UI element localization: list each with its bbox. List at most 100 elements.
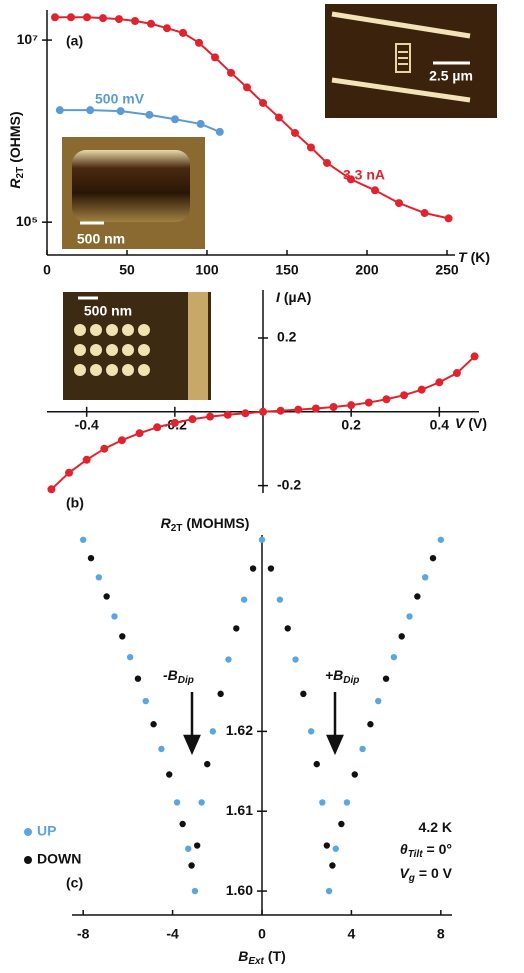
data-point: [241, 596, 247, 602]
data-point: [292, 656, 298, 662]
data-point: [195, 39, 203, 47]
y-tick-label: -0.2: [277, 476, 301, 492]
data-point: [259, 99, 267, 107]
data-point: [277, 407, 285, 415]
data-point: [86, 106, 94, 114]
data-point: [118, 436, 126, 444]
data-point: [399, 633, 405, 639]
annotation: 4.2 K: [419, 819, 452, 835]
data-point: [352, 771, 358, 777]
data-point: [323, 159, 331, 167]
data-point: [188, 415, 196, 423]
data-point: [430, 555, 436, 561]
x-tick-label: -4: [166, 926, 179, 942]
series-label: 3.3 nA: [343, 167, 385, 183]
data-point: [435, 378, 443, 386]
x-tick-label: 250: [435, 262, 459, 278]
data-point: [365, 399, 373, 407]
data-point: [179, 29, 187, 37]
series-line: [60, 110, 220, 132]
data-point: [158, 746, 164, 752]
data-point: [192, 888, 198, 894]
data-point: [145, 111, 153, 119]
data-point: [83, 456, 91, 464]
data-point: [445, 214, 453, 222]
data-point: [47, 485, 55, 493]
data-point: [103, 593, 109, 599]
x-axis-label: V(V): [455, 415, 487, 431]
panel-label: (b): [66, 495, 84, 511]
data-point: [171, 115, 179, 123]
data-point: [308, 728, 314, 734]
data-point: [88, 555, 94, 561]
x-tick-label: 8: [437, 926, 445, 942]
data-point: [56, 106, 64, 114]
data-point: [421, 209, 429, 217]
data-point: [83, 13, 91, 21]
x-axis-label-rest: (T): [268, 948, 286, 964]
data-point: [347, 401, 355, 409]
data-point: [291, 129, 299, 137]
inset-scale-label: 500 nm: [77, 231, 125, 247]
data-point: [294, 406, 302, 414]
y-axis-label-sub: 2T: [15, 167, 26, 179]
legend-swatch: [24, 828, 32, 836]
x-axis-label-rest: (K): [471, 249, 490, 265]
series-label: 500 mV: [95, 91, 145, 107]
data-point: [414, 593, 420, 599]
y-tick-label: 0.2: [277, 329, 297, 345]
x-tick-label: -8: [77, 926, 90, 942]
data-point: [225, 656, 231, 662]
x-axis-label: BExt(T): [238, 948, 286, 967]
data-point: [314, 761, 320, 767]
inset-image-a2: 500 nm: [62, 137, 205, 249]
data-point: [216, 128, 224, 136]
data-point: [185, 846, 191, 852]
data-point: [210, 728, 216, 734]
data-point: [211, 53, 219, 61]
inset-scale-label: 500 nm: [84, 303, 132, 319]
x-axis-label-symbol: T: [458, 249, 468, 265]
data-point: [333, 846, 339, 852]
x-tick-label: -0.4: [75, 417, 99, 433]
data-point: [406, 613, 412, 619]
annotation-symbol: θ: [400, 841, 408, 857]
data-point: [277, 596, 283, 602]
data-point: [371, 186, 379, 194]
data-point: [400, 391, 408, 399]
data-point: [422, 574, 428, 580]
data-point: [324, 842, 330, 848]
y-axis-label: R2T(MOHMS): [161, 515, 250, 534]
annotation: -BDip: [163, 667, 194, 686]
data-point: [285, 625, 291, 631]
x-tick-label: 0: [258, 926, 266, 942]
data-point: [136, 429, 144, 437]
data-point: [367, 721, 373, 727]
x-tick-label: 0.2: [341, 417, 361, 433]
data-point: [241, 409, 249, 417]
y-axis-label-sub: 2T: [171, 523, 183, 534]
data-point: [259, 408, 267, 416]
y-axis-label-rest: (µA): [284, 289, 312, 305]
data-point: [344, 799, 350, 805]
data-point: [96, 574, 102, 580]
data-point: [198, 799, 204, 805]
legend-label: UP: [37, 823, 56, 839]
data-point: [233, 625, 239, 631]
data-point: [153, 423, 161, 431]
data-point: [250, 565, 256, 571]
annotation-symbol: +B: [325, 667, 343, 683]
data-point: [174, 799, 180, 805]
panel-label: (a): [66, 33, 83, 49]
data-point: [147, 20, 155, 28]
y-axis-label-rest: (OHMS): [7, 111, 23, 162]
data-point: [188, 862, 194, 868]
inset-image-b: 500 nm: [63, 292, 211, 400]
data-point: [330, 403, 338, 411]
data-point: [312, 404, 320, 412]
data-point: [197, 120, 205, 128]
y-tick-label: 1.61: [226, 802, 253, 818]
data-point: [395, 199, 403, 207]
data-point: [80, 537, 86, 543]
data-point: [471, 352, 479, 360]
